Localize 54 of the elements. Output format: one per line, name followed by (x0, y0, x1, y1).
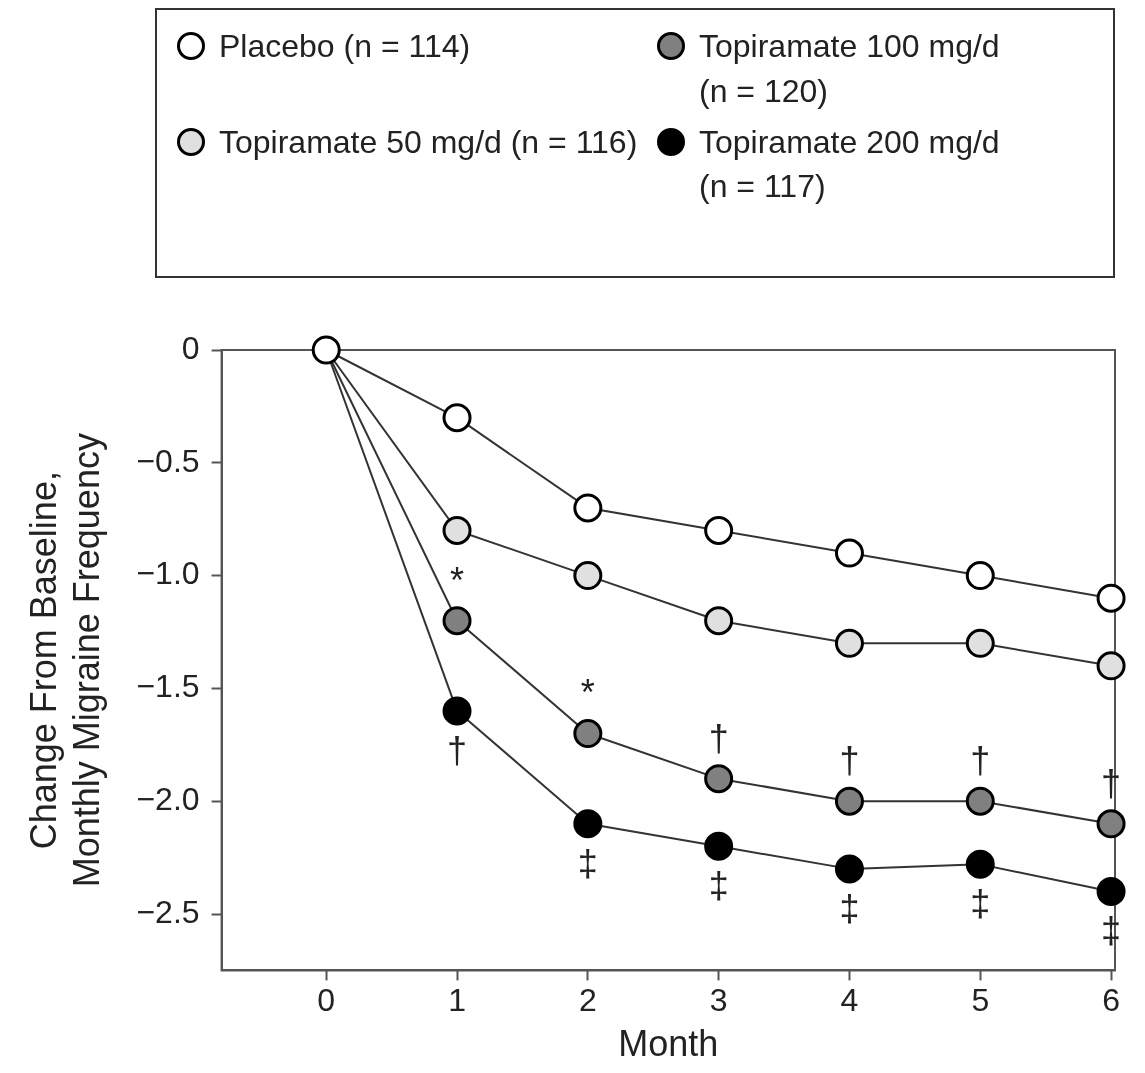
x-tick-label: 0 (317, 982, 336, 1019)
point (704, 831, 734, 861)
annotation: ‡ (839, 887, 860, 929)
x-axis-title: Month (618, 1023, 719, 1065)
point (965, 561, 995, 591)
point (311, 335, 341, 365)
legend-label: Topiramate 200 mg/d (n = 117) (699, 122, 1001, 207)
point (442, 515, 472, 545)
legend-label: Placebo (n = 114) (219, 27, 471, 66)
point (965, 786, 995, 816)
x-tick-label: 1 (448, 982, 466, 1019)
y-tick-label: −2.0 (136, 781, 200, 818)
annotation: ‡ (970, 883, 991, 925)
x-tick-label: 4 (840, 982, 859, 1019)
annotation: † (708, 717, 729, 759)
point (573, 561, 603, 591)
y-axis-title: Change From Baseline, Monthly Migraine Frequency (22, 433, 107, 888)
point (704, 606, 734, 636)
point (442, 696, 472, 726)
point (704, 764, 734, 794)
point (1096, 876, 1126, 906)
point (442, 606, 472, 636)
annotation: ‡ (577, 842, 598, 884)
legend-label: Topiramate 50 mg/d (n = 116) (219, 122, 638, 162)
y-tick-label: −0.5 (136, 442, 200, 479)
point (442, 403, 472, 433)
y-tick-label: −1.5 (136, 668, 200, 705)
point (573, 493, 603, 523)
annotation: † (970, 740, 991, 782)
x-tick-label: 3 (709, 982, 728, 1019)
legend-label: Topiramate 100 mg/d (n = 120) (699, 27, 1001, 111)
annotation: † (447, 729, 468, 771)
point (965, 849, 995, 879)
annotation: † (839, 740, 860, 782)
annotation: * (450, 559, 465, 601)
point (1096, 809, 1126, 839)
x-tick-label: 5 (971, 982, 990, 1019)
point (1096, 583, 1126, 613)
point (573, 809, 603, 839)
x-tick-label: 2 (578, 982, 597, 1019)
point (1096, 651, 1126, 681)
point (704, 515, 734, 545)
point (965, 628, 995, 658)
annotation: ‡ (708, 865, 729, 907)
point (834, 786, 864, 816)
point (834, 854, 864, 884)
y-tick-label: −1.0 (136, 555, 200, 592)
point (573, 719, 603, 749)
point (834, 538, 864, 568)
point (834, 628, 864, 658)
annotation: * (580, 672, 595, 714)
x-tick-label: 6 (1102, 982, 1120, 1019)
y-tick-label: 0 (181, 329, 200, 366)
y-tick-label: −2.5 (136, 893, 200, 930)
